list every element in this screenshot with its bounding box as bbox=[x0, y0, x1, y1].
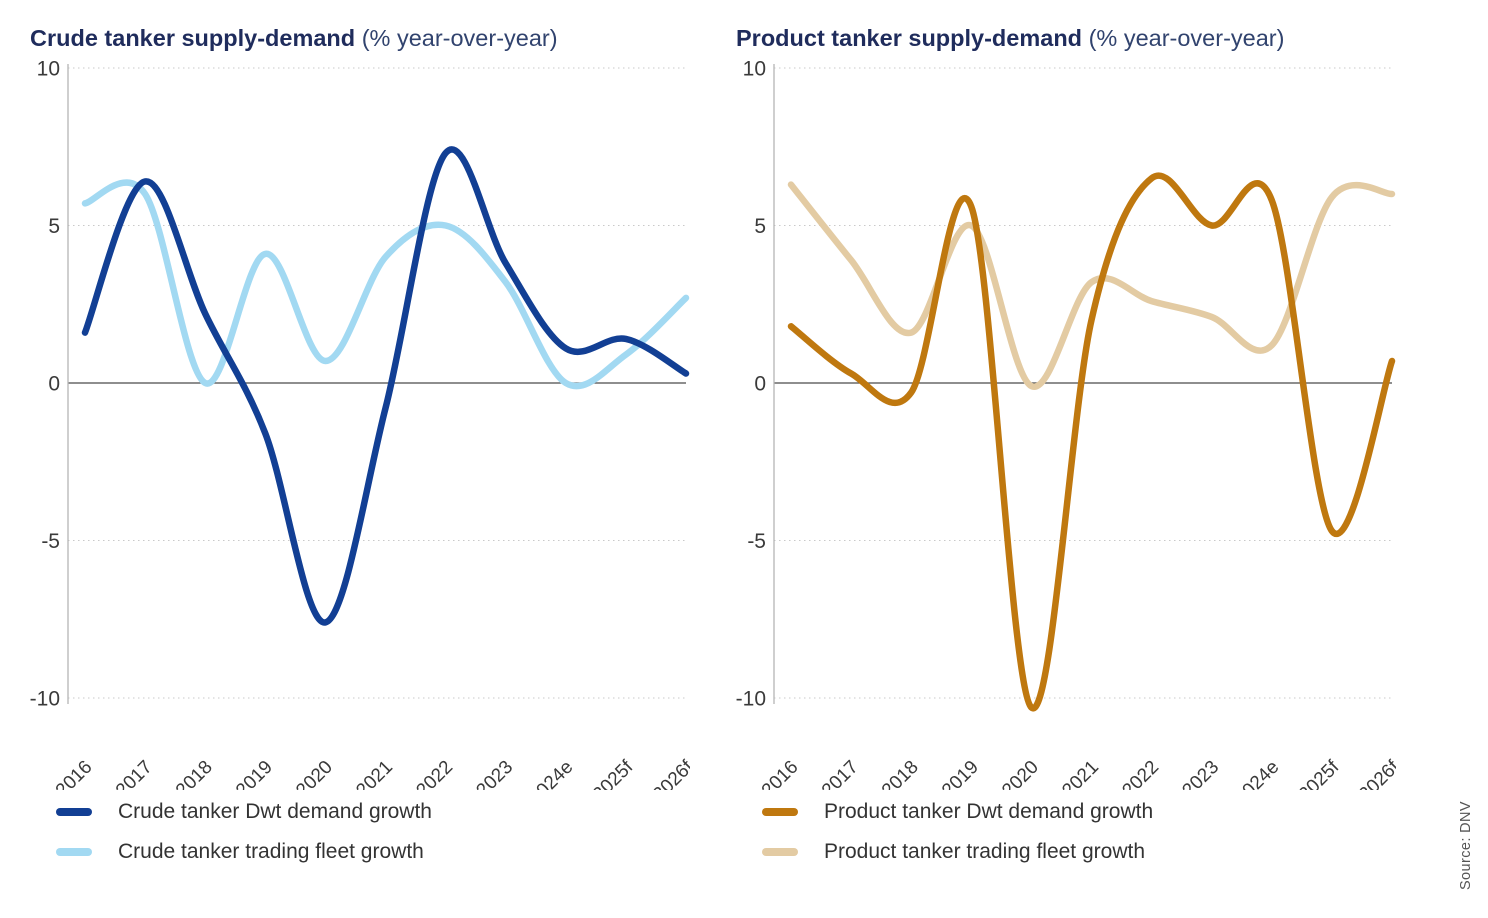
legend-swatch-crude-demand bbox=[56, 808, 92, 817]
x-tick-label: 2016 bbox=[52, 757, 97, 790]
x-tick-label: 2016 bbox=[758, 757, 803, 790]
y-tick-label: 10 bbox=[37, 60, 60, 81]
legend-label: Crude tanker Dwt demand growth bbox=[118, 800, 432, 824]
chart-title-unit: (% year-over-year) bbox=[361, 25, 558, 51]
x-tick-label: 2021 bbox=[352, 757, 397, 790]
legend-item: Product tanker trading fleet growth bbox=[762, 832, 1440, 872]
x-tick-label: 2023 bbox=[472, 757, 517, 790]
x-tick-label: 2017 bbox=[818, 757, 863, 790]
product-tanker-chart: Product tanker supply-demand (% year-ove… bbox=[734, 24, 1440, 872]
x-tick-label: 2024e bbox=[525, 757, 577, 790]
x-tick-label: 2019 bbox=[938, 757, 983, 790]
legend-item: Crude tanker trading fleet growth bbox=[56, 832, 734, 872]
y-tick-label: 0 bbox=[754, 373, 766, 396]
x-tick-label: 2020 bbox=[292, 757, 337, 790]
product-chart-canvas: 10 5 0 -5 -10 2016 2017 2018 2019 2020 2021 2022 202… bbox=[736, 60, 1396, 790]
source-note: Source: DNV bbox=[1458, 800, 1474, 890]
crude-chart-legend: Crude tanker Dwt demand growth Crude tan… bbox=[56, 792, 734, 872]
crude-tanker-chart: Crude tanker supply-demand (% year-over-… bbox=[28, 24, 734, 872]
product-chart-title: Product tanker supply-demand (% year-ove… bbox=[736, 24, 1440, 52]
crude-chart-canvas: 10 5 0 -5 -10 2016 2017 2018 2019 2020 2021 2022 202… bbox=[30, 60, 690, 790]
y-tick-label: 5 bbox=[48, 215, 60, 238]
series-line-0 bbox=[81, 146, 690, 626]
legend-label: Product tanker Dwt demand growth bbox=[824, 800, 1154, 824]
y-tick-label: -10 bbox=[736, 688, 766, 711]
x-tick-label: 2020 bbox=[998, 757, 1043, 790]
x-tick-label: 2026f bbox=[649, 756, 690, 790]
product-chart-plot-area: 10 5 0 -5 -10 2016 2017 2018 2019 2020 2021 2022 202… bbox=[734, 60, 1440, 790]
x-tick-label: 2017 bbox=[112, 757, 157, 790]
x-tick-label: 2024e bbox=[1231, 757, 1283, 790]
x-tick-label: 2022 bbox=[412, 757, 457, 790]
y-tick-label: -5 bbox=[41, 530, 60, 553]
chart-title-text: Crude tanker supply-demand bbox=[30, 25, 356, 51]
series-line-1 bbox=[787, 181, 1396, 390]
series-line-1 bbox=[81, 179, 690, 390]
x-tick-label: 2021 bbox=[1058, 757, 1103, 790]
crude-chart-plot-area: 10 5 0 -5 -10 2016 2017 2018 2019 2020 2021 2022 202… bbox=[28, 60, 734, 790]
legend-item: Crude tanker Dwt demand growth bbox=[56, 792, 734, 832]
crude-chart-title: Crude tanker supply-demand (% year-over-… bbox=[30, 24, 734, 52]
y-tick-label: 10 bbox=[743, 60, 766, 81]
y-tick-label: -5 bbox=[747, 530, 766, 553]
x-tick-label: 2019 bbox=[232, 757, 277, 790]
legend-label: Crude tanker trading fleet growth bbox=[118, 840, 424, 864]
series-line-0 bbox=[787, 172, 1396, 712]
legend-swatch-crude-fleet bbox=[56, 848, 92, 857]
x-tick-label: 2025f bbox=[1295, 756, 1344, 790]
y-tick-label: 5 bbox=[754, 215, 766, 238]
x-tick-label: 2026f bbox=[1355, 756, 1396, 790]
legend-label: Product tanker trading fleet growth bbox=[824, 840, 1146, 864]
legend-swatch-product-fleet bbox=[762, 848, 798, 857]
y-tick-label: 0 bbox=[48, 373, 60, 396]
x-tick-label: 2025f bbox=[589, 756, 638, 790]
x-tick-label: 2022 bbox=[1118, 757, 1163, 790]
y-tick-label: -10 bbox=[30, 688, 60, 711]
x-tick-label: 2023 bbox=[1178, 757, 1223, 790]
x-tick-label: 2018 bbox=[878, 757, 923, 790]
legend-swatch-product-demand bbox=[762, 808, 798, 817]
chart-title-text: Product tanker supply-demand bbox=[736, 25, 1083, 51]
chart-title-unit: (% year-over-year) bbox=[1088, 25, 1285, 51]
legend-item: Product tanker Dwt demand growth bbox=[762, 792, 1440, 832]
charts-row: Crude tanker supply-demand (% year-over-… bbox=[28, 24, 1440, 872]
x-tick-label: 2018 bbox=[172, 757, 217, 790]
product-chart-legend: Product tanker Dwt demand growth Product… bbox=[762, 792, 1440, 872]
